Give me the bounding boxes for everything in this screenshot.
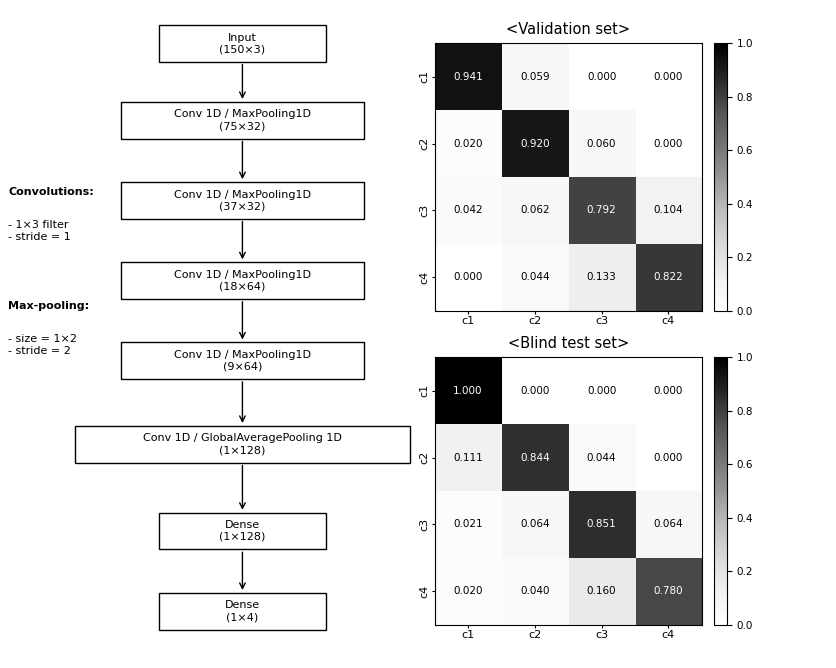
FancyBboxPatch shape: [121, 342, 364, 379]
Text: Input
(150×3): Input (150×3): [219, 33, 266, 54]
Text: 0.020: 0.020: [453, 587, 482, 596]
Title: <Blind test set>: <Blind test set>: [507, 335, 629, 351]
Text: 0.000: 0.000: [587, 72, 616, 81]
Text: 0.000: 0.000: [587, 386, 616, 395]
Text: 0.851: 0.851: [587, 520, 616, 529]
Text: 0.059: 0.059: [520, 72, 549, 81]
Text: 0.000: 0.000: [453, 273, 482, 282]
FancyBboxPatch shape: [121, 262, 364, 299]
Text: Conv 1D / MaxPooling1D
(75×32): Conv 1D / MaxPooling1D (75×32): [174, 110, 311, 131]
Text: Conv 1D / GlobalAveragePooling 1D
(1×128): Conv 1D / GlobalAveragePooling 1D (1×128…: [143, 434, 342, 455]
Text: 0.792: 0.792: [587, 206, 616, 215]
Text: 0.020: 0.020: [453, 139, 482, 148]
Text: 1.000: 1.000: [453, 386, 482, 395]
Text: - size = 1×2
- stride = 2: - size = 1×2 - stride = 2: [8, 334, 78, 355]
Text: 0.040: 0.040: [520, 587, 549, 596]
Text: 0.000: 0.000: [654, 386, 683, 395]
Text: 0.160: 0.160: [587, 587, 616, 596]
Text: Dense
(1×4): Dense (1×4): [225, 601, 260, 622]
Text: Dense
(1×128): Dense (1×128): [219, 520, 266, 542]
Text: 0.000: 0.000: [654, 72, 683, 81]
Text: 0.000: 0.000: [654, 139, 683, 148]
Text: Convolutions:: Convolutions:: [8, 187, 94, 197]
Text: 0.844: 0.844: [520, 453, 550, 462]
FancyBboxPatch shape: [159, 593, 326, 629]
FancyBboxPatch shape: [159, 513, 326, 549]
FancyBboxPatch shape: [121, 102, 364, 139]
Text: Conv 1D / MaxPooling1D
(37×32): Conv 1D / MaxPooling1D (37×32): [174, 190, 311, 211]
FancyBboxPatch shape: [159, 25, 326, 61]
Text: 0.042: 0.042: [453, 206, 483, 215]
Text: 0.822: 0.822: [654, 273, 683, 282]
Text: 0.133: 0.133: [587, 273, 616, 282]
Text: 0.044: 0.044: [520, 273, 549, 282]
Text: 0.064: 0.064: [654, 520, 683, 529]
Text: Max-pooling:: Max-pooling:: [8, 301, 89, 311]
Text: 0.104: 0.104: [654, 206, 683, 215]
Text: 0.021: 0.021: [453, 520, 483, 529]
Title: <Validation set>: <Validation set>: [506, 21, 630, 37]
FancyBboxPatch shape: [75, 426, 410, 462]
Text: - 1×3 filter
- stride = 1: - 1×3 filter - stride = 1: [8, 220, 71, 242]
FancyBboxPatch shape: [121, 182, 364, 218]
Text: 0.000: 0.000: [654, 453, 683, 462]
Text: 0.060: 0.060: [587, 139, 616, 148]
Text: 0.780: 0.780: [654, 587, 683, 596]
Text: Conv 1D / MaxPooling1D
(9×64): Conv 1D / MaxPooling1D (9×64): [174, 350, 311, 371]
Text: Conv 1D / MaxPooling1D
(18×64): Conv 1D / MaxPooling1D (18×64): [174, 270, 311, 291]
Text: 0.064: 0.064: [520, 520, 549, 529]
Text: 0.000: 0.000: [520, 386, 549, 395]
Text: 0.062: 0.062: [520, 206, 549, 215]
Text: 0.941: 0.941: [453, 72, 483, 81]
Text: 0.920: 0.920: [520, 139, 549, 148]
Text: 0.111: 0.111: [453, 453, 483, 462]
Text: 0.044: 0.044: [587, 453, 616, 462]
